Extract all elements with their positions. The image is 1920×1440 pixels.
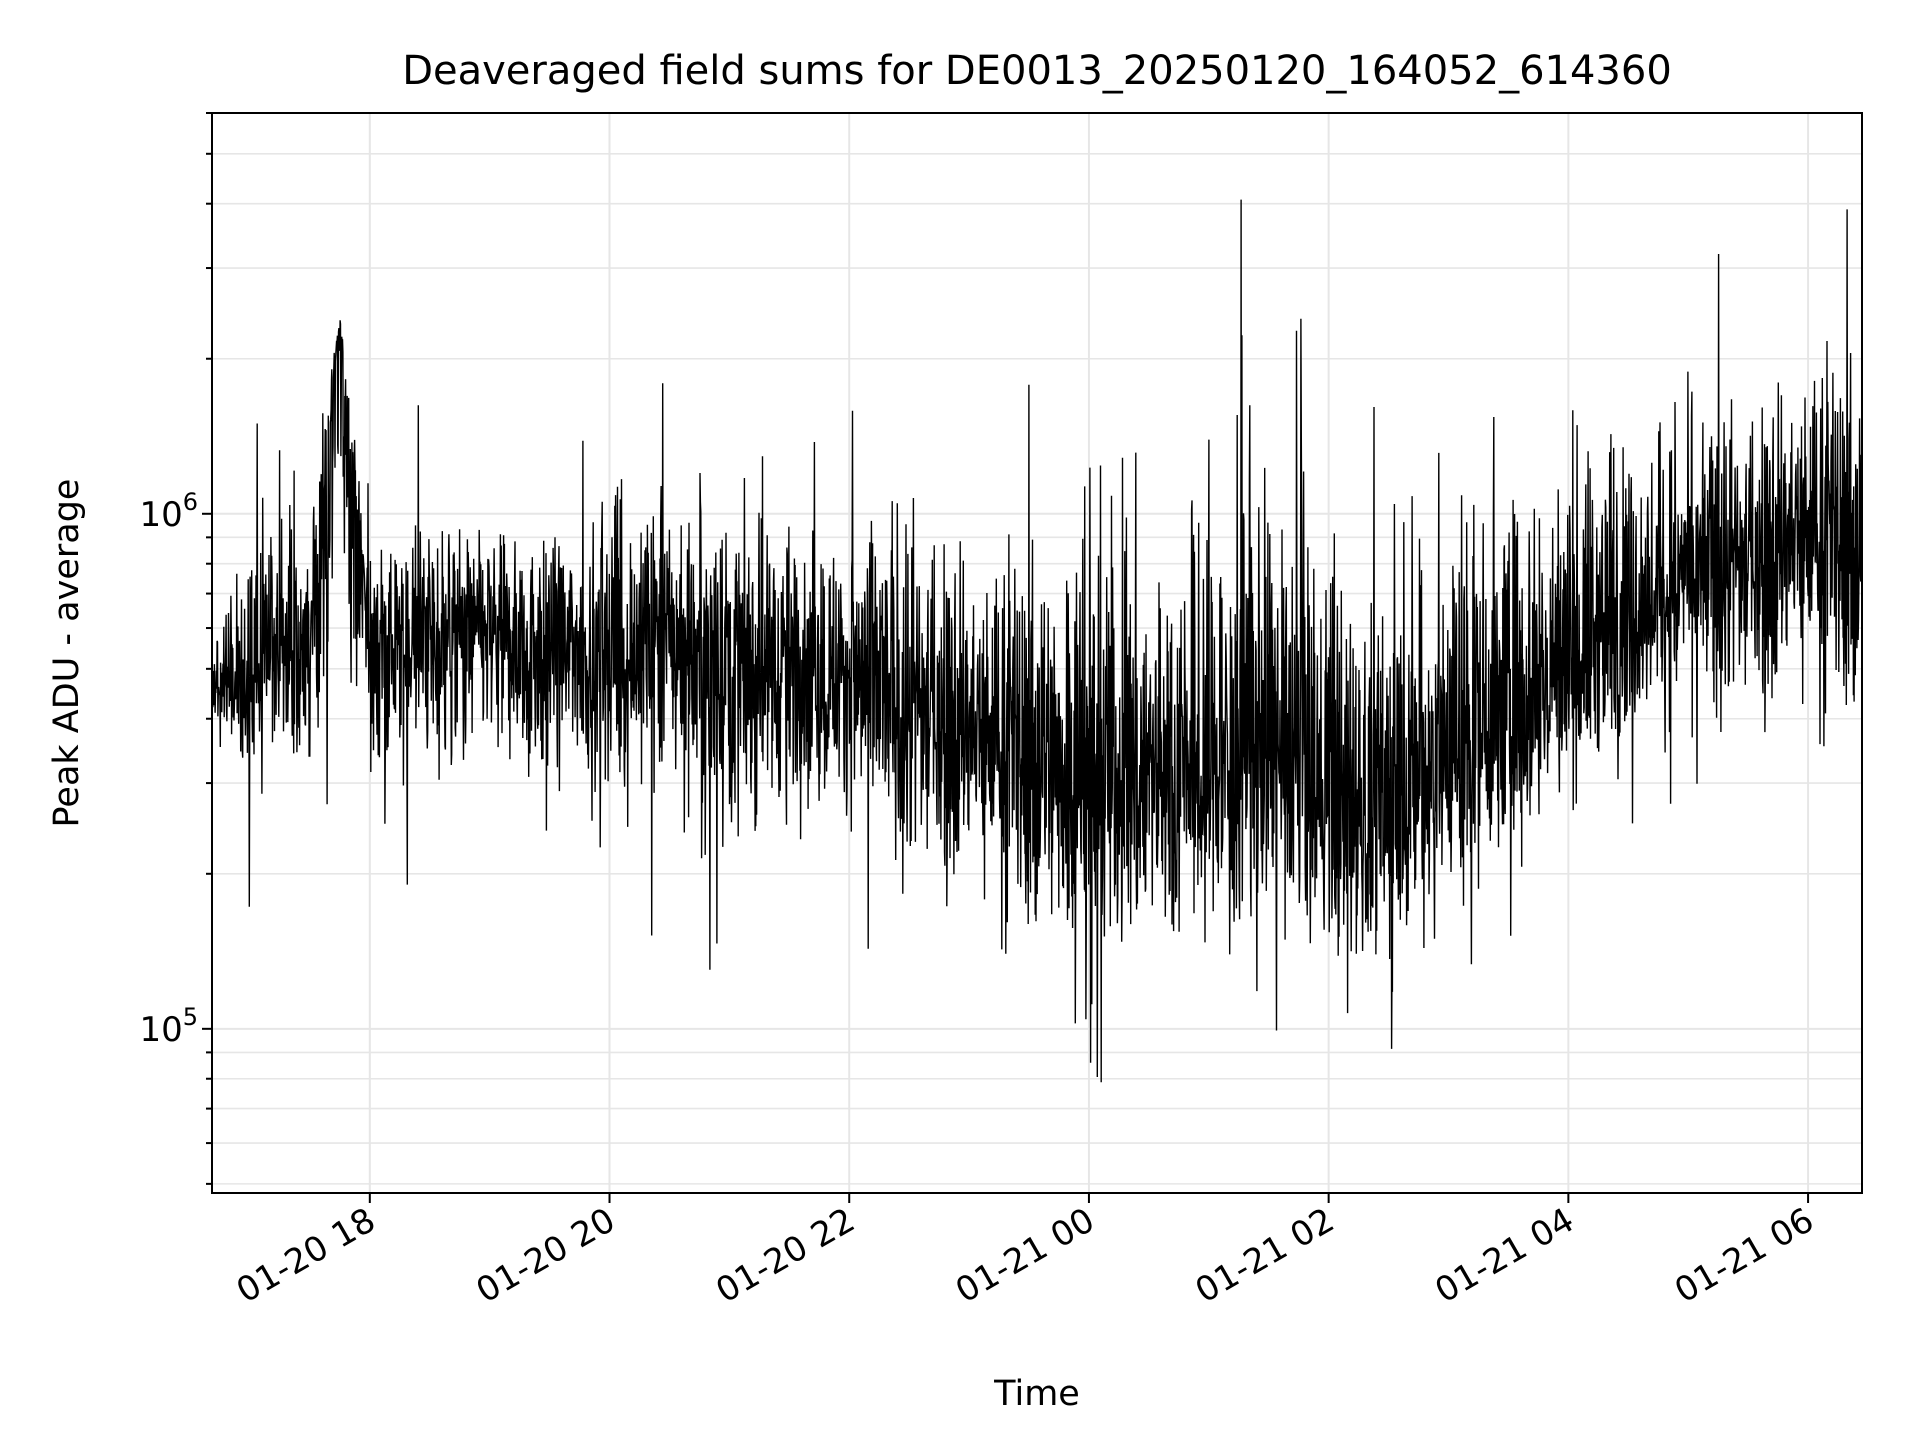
y-axis-label: Peak ADU - average [47,479,87,828]
series-layer [211,199,1863,1083]
series-line [211,199,1863,1083]
chart-title: Deaveraged field sums for DE0013_2025012… [402,48,1672,94]
y-tick-label: 105 [139,1003,198,1050]
plot-frame [211,112,1863,1194]
y-tick-label: 106 [139,488,198,535]
x-axis-label: Time [993,1374,1080,1414]
